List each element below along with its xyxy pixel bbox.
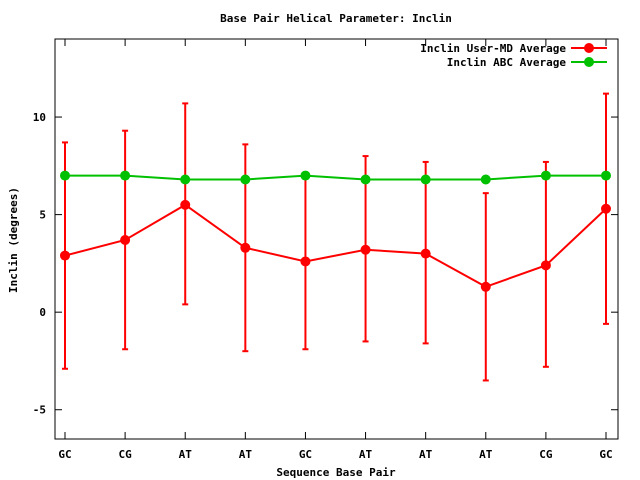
data-point xyxy=(240,242,251,253)
series-1 xyxy=(60,92,611,382)
x-tick-label: AT xyxy=(179,448,193,461)
legend-label: Inclin User-MD Average xyxy=(420,42,566,55)
data-point xyxy=(601,203,611,214)
y-axis-label: Inclin (degrees) xyxy=(7,187,20,293)
series-line xyxy=(64,203,607,288)
chart-title: Base Pair Helical Parameter: Inclin xyxy=(220,12,452,25)
x-tick-label: CG xyxy=(118,448,132,461)
x-tick-label: AT xyxy=(419,448,433,461)
y-tick-label: 10 xyxy=(33,111,46,124)
data-point xyxy=(480,281,491,292)
data-point xyxy=(180,199,191,210)
legend-swatch-marker xyxy=(584,57,594,67)
x-tick-label: AT xyxy=(479,448,493,461)
x-tick-label: AT xyxy=(239,448,253,461)
y-tick-label: 5 xyxy=(39,209,46,222)
data-point xyxy=(540,260,551,271)
y-tick-label: -5 xyxy=(33,404,46,417)
data-point xyxy=(480,174,491,185)
data-point xyxy=(180,174,191,185)
plot-area xyxy=(54,38,619,440)
x-tick-label: GC xyxy=(58,448,71,461)
x-tick-label: CG xyxy=(539,448,553,461)
data-point xyxy=(300,256,311,267)
x-tick-label: GC xyxy=(299,448,312,461)
data-point xyxy=(601,170,611,181)
data-point xyxy=(420,248,431,259)
series-line xyxy=(65,174,606,181)
x-axis-label: Sequence Base Pair xyxy=(276,466,396,479)
data-point xyxy=(60,250,70,261)
x-tick-label: AT xyxy=(359,448,373,461)
data-point xyxy=(120,234,131,245)
data-point xyxy=(120,170,131,181)
data-point xyxy=(360,174,371,185)
series-layer xyxy=(60,92,611,382)
x-tick-label: GC xyxy=(599,448,612,461)
x-axis: GC CG AT AT GC AT AT AT CG GC xyxy=(58,39,613,461)
data-point xyxy=(300,170,311,181)
data-point xyxy=(420,174,431,185)
data-point xyxy=(60,170,70,181)
data-point xyxy=(240,174,251,185)
legend-label: Inclin ABC Average xyxy=(447,56,567,69)
y-tick-label: 0 xyxy=(39,306,46,319)
data-point xyxy=(360,244,371,255)
data-point xyxy=(540,170,551,181)
series-2 xyxy=(60,170,611,185)
y-axis: -5 0 5 10 xyxy=(33,111,618,417)
legend-swatch-marker xyxy=(584,43,594,53)
